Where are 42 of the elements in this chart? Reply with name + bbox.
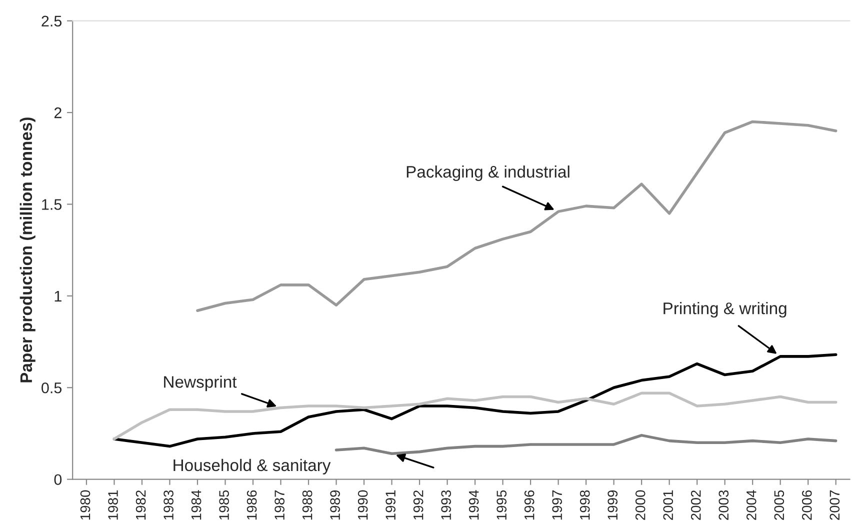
x-tick-label: 1990 (358, 490, 368, 520)
line-series (112, 353, 838, 448)
series-label: Newsprint (164, 376, 237, 392)
x-tick-label: 1987 (274, 490, 284, 520)
x-tick-label: 2007 (830, 490, 840, 520)
x-tick-label: 1993 (441, 490, 452, 520)
x-tick-label: 1984 (191, 490, 202, 520)
x-tick-label: 1983 (164, 490, 174, 520)
line-series (334, 434, 838, 456)
x-tick-label: 1988 (302, 490, 312, 520)
line-series (112, 392, 838, 440)
series-label: Packaging & industrial (406, 165, 570, 182)
y-tick-label: 1.5 (42, 199, 62, 210)
x-tick-label: 2004 (746, 490, 756, 520)
x-tick-label: 1991 (386, 490, 396, 520)
series-label: Household & sanitary (174, 458, 331, 474)
x-tick-label: 2006 (802, 490, 812, 520)
x-tick-label: 2003 (718, 490, 729, 520)
text: Printing & writing (664, 302, 786, 318)
y-tick-label: 2.5 (42, 16, 62, 27)
x-tick-label: 1997 (552, 490, 562, 520)
x-tick-label: 1992 (413, 490, 424, 520)
y-tick-label: 0.5 (42, 382, 62, 394)
x-tick-label: 1980 (80, 490, 90, 520)
y-axis-title: Paper production (million tonnes) (20, 118, 36, 382)
x-tick-label: 1995 (496, 490, 507, 520)
x-tick-label: 1986 (246, 490, 257, 520)
x-tick-label: 2002 (690, 490, 701, 520)
x-tick-label: 2000 (635, 490, 646, 520)
x-tick-label: 2005 (774, 490, 784, 520)
x-tick-label: 1982 (136, 490, 146, 520)
x-tick-label: 1999 (608, 490, 618, 520)
x-tick-label: 1998 (580, 490, 590, 520)
y-tick-label: 0 (54, 474, 62, 486)
y-tick-label: 1 (54, 290, 62, 302)
x-tick-label: 1985 (219, 490, 229, 520)
y-tick-label: 2 (54, 107, 62, 118)
x-tick-label: 1996 (524, 490, 534, 520)
x-tick-label: 1994 (468, 490, 479, 520)
x-tick-label: 1981 (108, 490, 118, 520)
x-tick-label: 1989 (330, 490, 340, 520)
x-tick-label: 2001 (663, 490, 674, 520)
